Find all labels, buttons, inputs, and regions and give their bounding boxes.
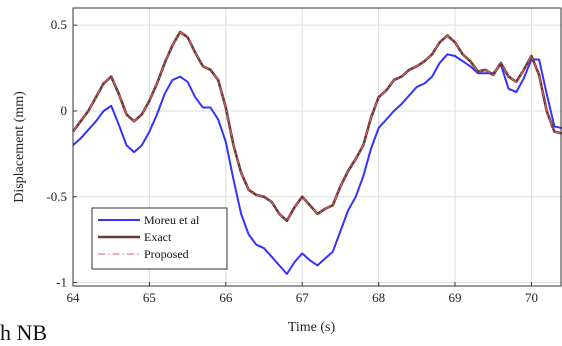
series-line-2 [72,31,562,222]
plot-frame [72,7,562,287]
x-axis: 64 65 66 67 68 69 70 [67,282,538,305]
x-axis-label: Time (s) [288,320,336,335]
x-tick-label-3: 67 [296,290,310,305]
series-line-0 [72,53,562,275]
corner-text-fragment: h NB [0,320,47,345]
y-axis-label: Displacement (mm) [12,91,27,203]
grid-lines [72,8,562,286]
x-tick-label-1: 65 [143,290,156,305]
x-tick-label-2: 66 [219,290,233,305]
y-tick-label-2: -0.5 [46,189,67,204]
x-tick-label-4: 68 [372,290,385,305]
legend-label-1: Exact [144,230,172,244]
x-tick-label-6: 70 [525,290,538,305]
legend-label-2: Proposed [144,247,189,261]
y-tick-label-3: -1 [56,275,67,290]
series-layer [71,30,562,275]
y-tick-label-1: 0 [61,103,68,118]
legend-label-0: Moreu et al [144,213,200,227]
x-tick-label-5: 69 [449,290,462,305]
x-tick-label-0: 64 [67,290,81,305]
y-axis: 0.5 0 -0.5 -1 [46,17,77,290]
legend: Moreu et al Exact Proposed [91,207,228,270]
y-tick-label-0: 0.5 [51,17,67,32]
legend-box [91,207,228,270]
